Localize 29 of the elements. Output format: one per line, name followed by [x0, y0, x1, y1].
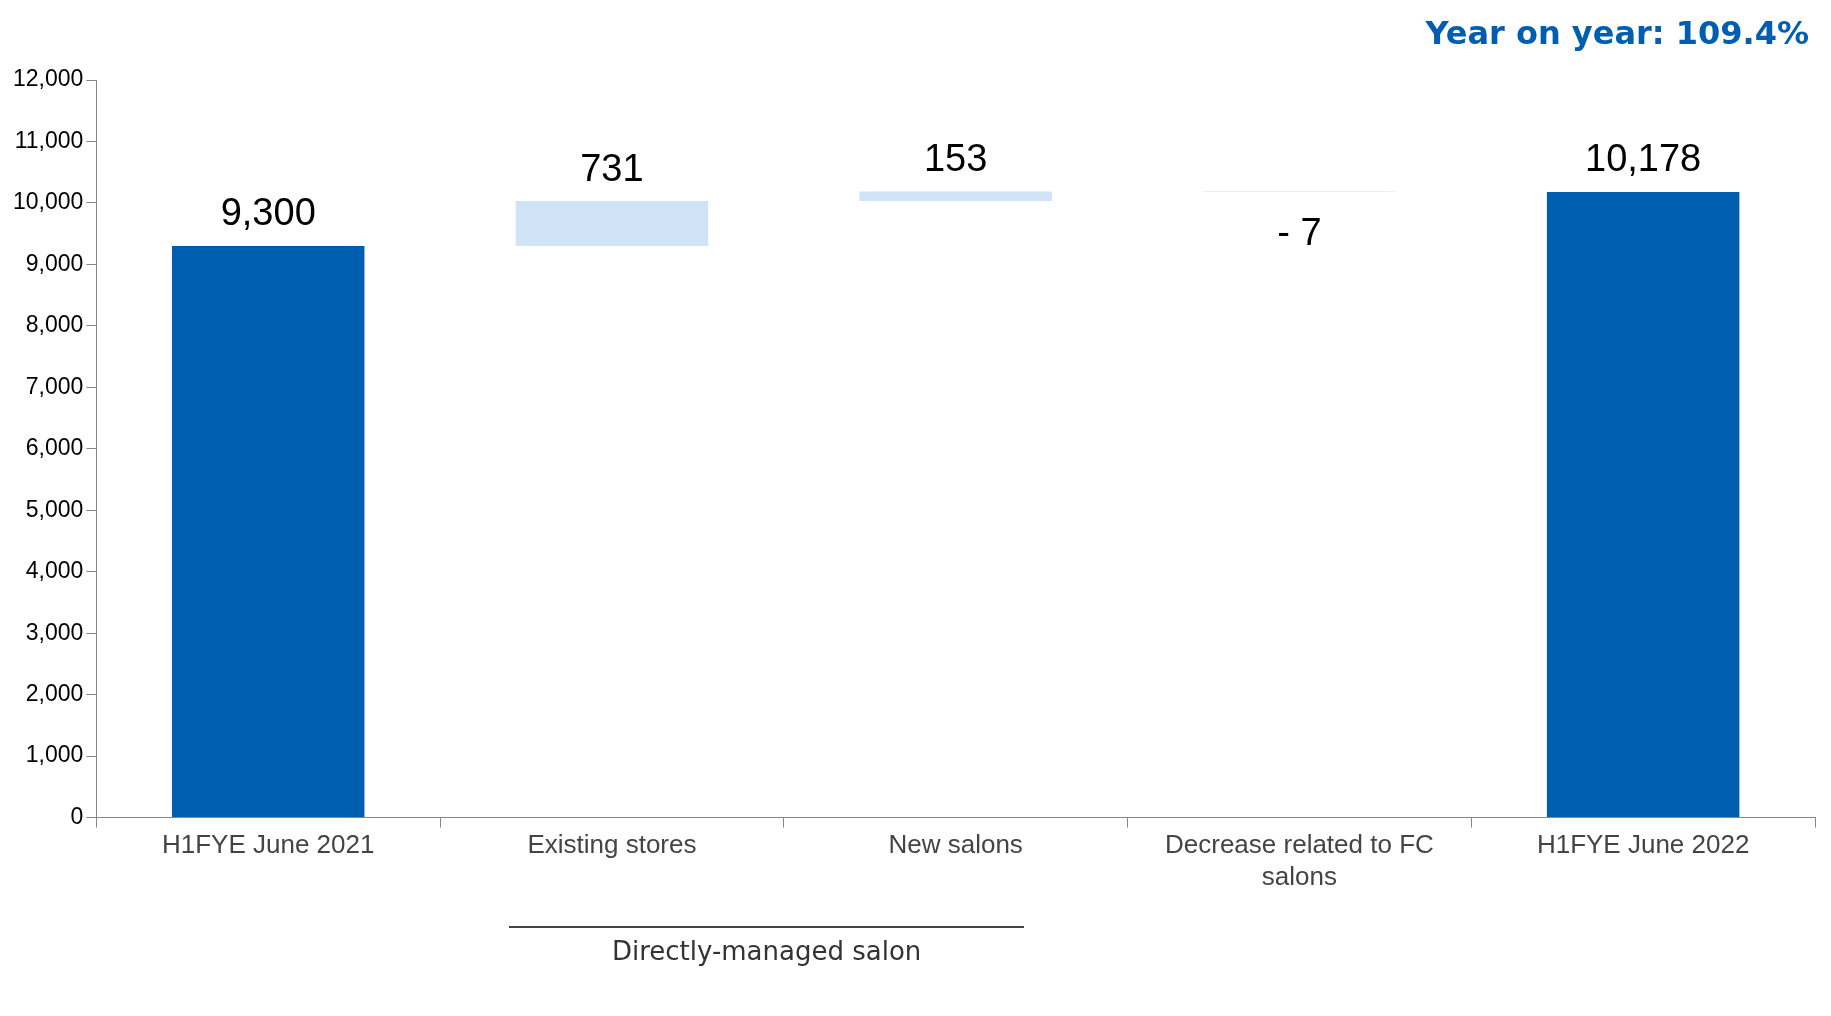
y-tick-label: 8,000: [25, 311, 84, 338]
data-label: 153: [923, 137, 988, 180]
bar: [1546, 191, 1740, 818]
y-tick-label: 1,000: [25, 741, 84, 768]
x-tick-label: New salons: [888, 829, 1023, 860]
text: Directly-managed salon: [610, 936, 923, 966]
y-tick-label: 3,000: [25, 618, 84, 645]
x-tick-label: H1FYE June 2021: [161, 829, 375, 860]
text: Year on year: 109.4%: [1425, 14, 1809, 52]
y-tick-label: 5,000: [25, 495, 84, 522]
y-tick-label: 11,000: [14, 126, 84, 153]
y-tick-label: 0: [70, 802, 84, 829]
y-tick-label: 2,000: [25, 680, 84, 707]
x-tick-label: Decrease related to FC salons: [1165, 829, 1434, 891]
bar: [515, 201, 709, 246]
bar: [859, 191, 1052, 202]
x-tick-label: H1FYE June 2022: [1536, 829, 1750, 860]
y-tick-label: 9,000: [25, 249, 84, 276]
y-tick-label: 7,000: [25, 372, 84, 399]
data-label: - 7: [1277, 211, 1322, 254]
data-label: 10,178: [1585, 137, 1702, 180]
y-tick-label: 10,000: [12, 188, 84, 215]
y-tick-label: 6,000: [25, 434, 84, 461]
y-tick-label: 12,000: [12, 65, 84, 92]
bar: [171, 245, 365, 818]
data-label: 731: [580, 146, 644, 189]
data-label: 9,300: [220, 191, 316, 234]
x-tick-label: Existing stores: [527, 829, 697, 860]
y-tick-label: 4,000: [25, 557, 84, 584]
